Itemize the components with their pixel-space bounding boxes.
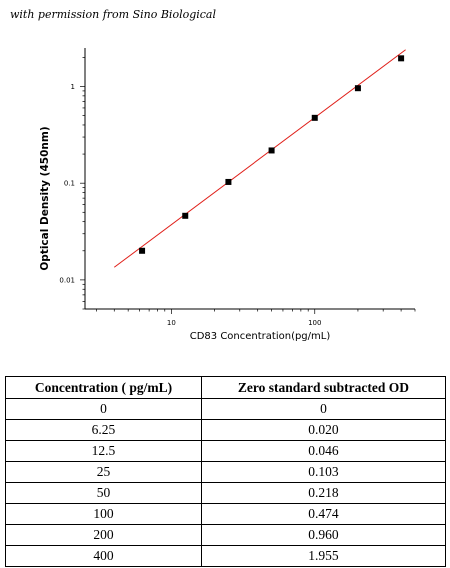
x-axis-label: CD83 Concentration(pg/mL) [190, 331, 331, 342]
data-point [182, 212, 189, 219]
data-point [225, 178, 232, 185]
data-point [268, 147, 275, 154]
data-point [139, 247, 146, 254]
fit-line [113, 49, 406, 268]
table-row: 100 0.474 [5, 503, 447, 525]
concentration-cell: 6.25 [5, 419, 202, 441]
x-tick-label: 10 [167, 319, 176, 327]
table-row: 25 0.103 [5, 461, 447, 483]
y-tick-label: 0.1 [64, 180, 75, 188]
header-od: Zero standard subtracted OD [200, 376, 447, 399]
y-axis-label: Optical Density (450nm) [39, 126, 51, 270]
table-row: 6.25 0.020 [5, 419, 447, 441]
concentration-cell: 100 [5, 503, 202, 525]
data-point [311, 114, 318, 121]
table-header-row: Concentration ( pg/mL) Zero standard sub… [5, 376, 447, 399]
concentration-cell: 12.5 [5, 440, 202, 462]
od-cell: 0 [200, 398, 447, 420]
y-tick-label: 0.01 [59, 276, 75, 284]
od-cell: 0.218 [200, 482, 447, 504]
concentration-cell: 50 [5, 482, 202, 504]
concentration-cell: 0 [5, 398, 202, 420]
concentration-cell: 200 [5, 524, 202, 546]
header-concentration: Concentration ( pg/mL) [5, 376, 202, 399]
data-points [139, 55, 405, 254]
table-row: 200 0.960 [5, 524, 447, 546]
od-cell: 0.474 [200, 503, 447, 525]
table-row: 400 1.955 [5, 545, 447, 567]
od-table: Concentration ( pg/mL) Zero standard sub… [5, 376, 447, 567]
od-cell: 0.960 [200, 524, 447, 546]
credit-text: with permission from Sino Biological [10, 8, 217, 21]
y-tick-label: 1 [71, 83, 75, 91]
concentration-cell: 25 [5, 461, 202, 483]
table-row: 50 0.218 [5, 482, 447, 504]
data-point [398, 55, 405, 62]
chart-axes: 0.01 0.1 1 10 100 [59, 48, 416, 327]
od-cell: 1.955 [200, 545, 447, 567]
od-cell: 0.046 [200, 440, 447, 462]
data-point [354, 85, 361, 92]
concentration-cell: 400 [5, 545, 202, 567]
table-row: 12.5 0.046 [5, 440, 447, 462]
od-cell: 0.103 [200, 461, 447, 483]
od-cell: 0.020 [200, 419, 447, 441]
x-tick-label: 100 [308, 319, 321, 327]
